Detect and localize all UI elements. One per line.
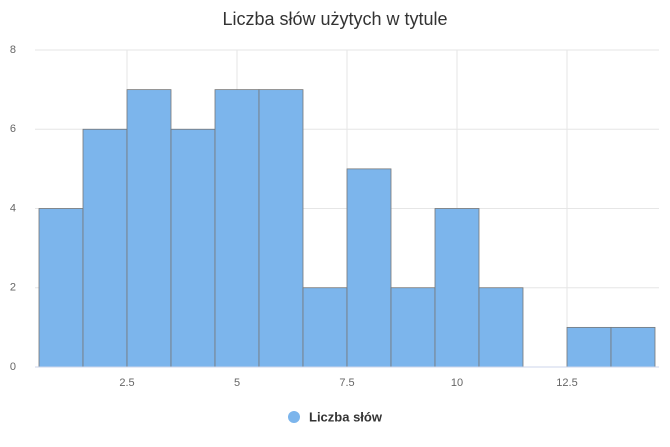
bar (258, 89, 304, 368)
y-tick-label: 2 (10, 282, 16, 294)
legend-label: Liczba słów (309, 409, 383, 424)
x-tick-label: 12.5 (556, 377, 577, 389)
chart-title: Liczba słów użytych w tytule (222, 9, 447, 29)
bar (38, 208, 84, 368)
x-tick-label: 10 (451, 377, 463, 389)
bar (126, 89, 172, 368)
x-tick-label: 5 (234, 377, 240, 389)
y-tick-label: 6 (10, 123, 16, 135)
y-tick-label: 8 (10, 44, 16, 56)
bar (346, 168, 392, 368)
bar (170, 128, 216, 368)
x-tick-label: 2.5 (119, 377, 134, 389)
x-tick-label: 7.5 (339, 377, 354, 389)
legend-marker (288, 411, 300, 423)
bar (214, 89, 260, 368)
bar (82, 128, 128, 368)
bar (390, 287, 436, 368)
y-tick-label: 0 (10, 361, 16, 373)
bar (302, 287, 348, 368)
bar (434, 208, 480, 368)
y-tick-label: 4 (10, 202, 16, 214)
bar (478, 287, 524, 368)
bar (566, 326, 612, 368)
bar (610, 326, 656, 368)
